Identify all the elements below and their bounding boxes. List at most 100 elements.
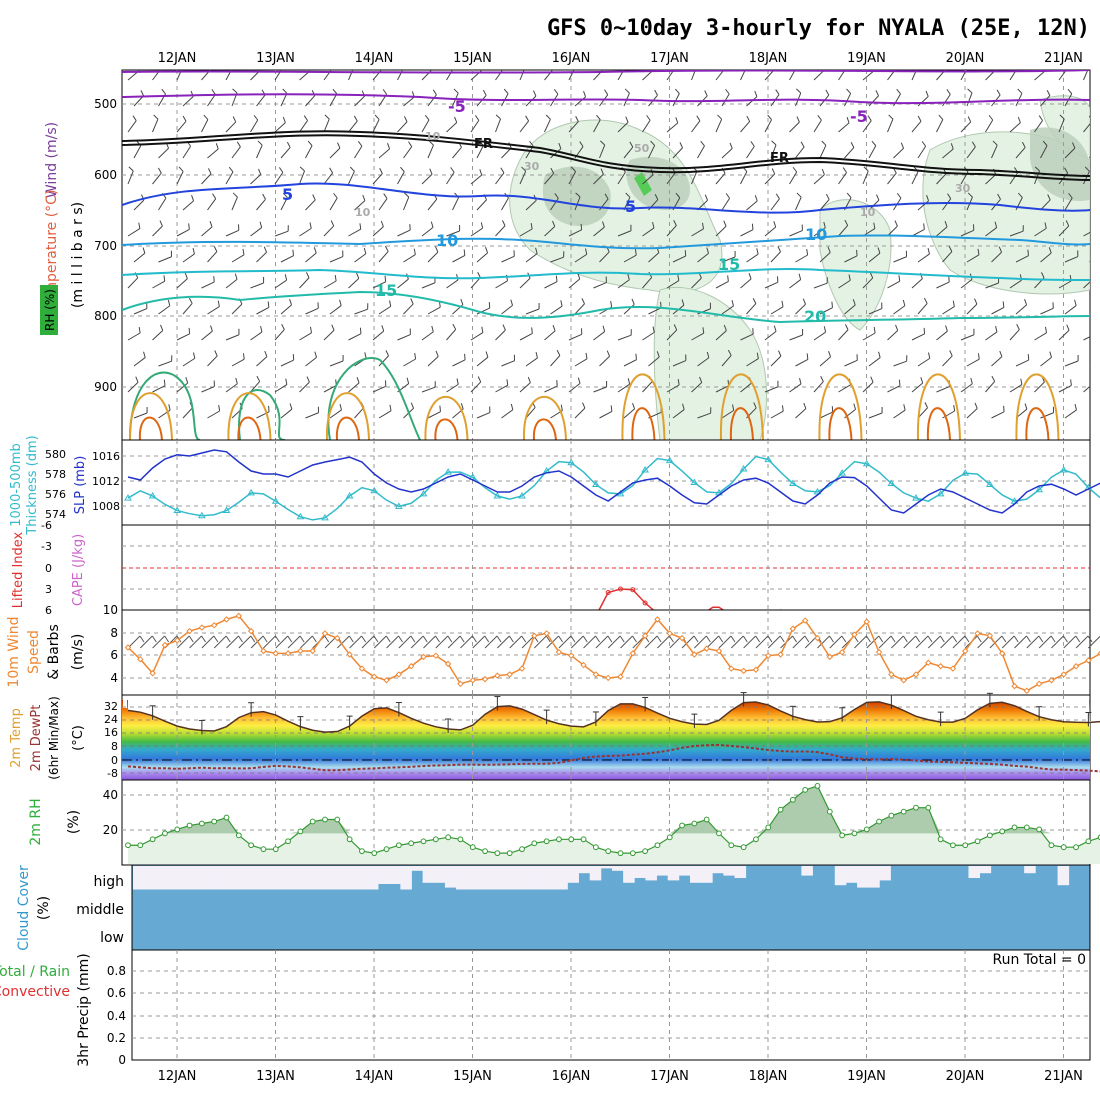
svg-text:8: 8 — [110, 626, 118, 640]
wind-barb — [280, 304, 292, 315]
warm-temperature-contours — [128, 373, 1060, 440]
temp2m-series — [127, 692, 1100, 735]
wind-barb — [403, 358, 416, 367]
wind-barb — [991, 145, 998, 159]
wind-barb — [354, 95, 365, 107]
thickness-point — [641, 466, 650, 473]
wind-barb — [1015, 304, 1027, 315]
wind-barb-flag — [334, 274, 337, 282]
wind-barb-flag — [235, 377, 238, 384]
wind-barb-flag — [232, 192, 238, 198]
wind-barb — [715, 280, 729, 289]
svg-text:Lifted Index: Lifted Index — [11, 531, 26, 608]
svg-text:20: 20 — [804, 307, 826, 326]
wind-barb-flag — [550, 167, 555, 174]
wind-barb-flag — [1085, 63, 1089, 67]
rh2m-vgrid — [176, 780, 1064, 865]
wind10m-speed-point — [863, 618, 870, 625]
wind-barb — [127, 277, 139, 289]
wind-barb — [323, 118, 330, 133]
lifted-index-point — [630, 587, 636, 593]
wind-barb — [1058, 225, 1070, 237]
wind-barb — [152, 280, 165, 289]
wind-barb-flag — [696, 115, 701, 122]
wind-barb — [715, 172, 726, 185]
wind-barb — [158, 147, 169, 159]
wind10m-barb — [1038, 635, 1052, 649]
cloud-axis-labels: Cloud Cover (%) — [16, 865, 52, 951]
wind-barb — [452, 359, 466, 367]
rh2m-point — [322, 816, 328, 823]
wind-barb — [544, 70, 554, 81]
wind-barb-flag — [706, 247, 710, 254]
wind10m-barb — [977, 635, 990, 649]
wind-barb — [795, 254, 808, 263]
wind-barb-flag — [439, 405, 441, 412]
wind-barb — [568, 278, 581, 289]
wind10m-speed-point — [346, 651, 353, 658]
wind-barb — [966, 146, 976, 159]
wind-barb — [397, 334, 411, 341]
wind-barb — [501, 147, 512, 159]
svg-text:700: 700 — [94, 239, 117, 253]
wind-barb-flag — [742, 63, 746, 67]
wind-barb — [1034, 70, 1046, 81]
wind-barb — [421, 119, 430, 133]
cloud-bar — [467, 866, 479, 890]
wind-barb — [152, 225, 163, 237]
wind-barb — [746, 253, 759, 263]
wind-barb-flag — [138, 222, 141, 229]
cloud-bar — [834, 866, 847, 886]
warm-contour — [926, 407, 951, 440]
svg-text:Thickness (dm): Thickness (dm) — [25, 435, 40, 535]
wind-barb-flag — [604, 89, 609, 95]
wind10m-barb-flag — [472, 635, 477, 643]
date-label: 16JAN — [552, 51, 591, 66]
svg-text:& Barbs: & Barbs — [46, 624, 62, 680]
wind-barb-flag — [646, 115, 651, 121]
wind-barb-flag — [577, 273, 581, 280]
wind10m-speed-point — [420, 653, 427, 661]
wind10m-barb — [484, 635, 498, 649]
svg-text:middle: middle — [76, 902, 124, 918]
wind-barb-flag — [303, 115, 308, 121]
rh2m-panel: 40 20 2m RH (%) — [28, 779, 1100, 866]
wind-barb — [691, 332, 704, 341]
wind-barb — [960, 121, 972, 133]
svg-text:500: 500 — [94, 97, 117, 111]
wind10m-barb — [878, 635, 892, 649]
wind10m-barb — [866, 635, 880, 649]
wind-barb-flag — [554, 193, 559, 199]
wind-barb — [985, 282, 999, 289]
wind-barb — [887, 385, 901, 393]
wind10m-barb — [349, 635, 362, 649]
wind-barb — [887, 118, 894, 133]
svg-text:578: 578 — [45, 468, 66, 481]
wind-barb-flag — [704, 194, 709, 201]
wind-barb — [495, 329, 506, 341]
wind10m-barb — [1001, 635, 1015, 649]
wind-barb — [427, 251, 439, 263]
rh2m-point — [974, 838, 981, 845]
wind-barb — [844, 255, 858, 263]
wind-barb — [697, 252, 709, 263]
wind-barb — [207, 410, 220, 419]
wind10m-speed-point — [494, 672, 501, 679]
slp-thickness-panel: 580 578 576 574 1016 1012 1008 1000-500m… — [9, 435, 1100, 536]
rh2m-point — [1060, 844, 1067, 851]
wind-barb — [133, 357, 146, 367]
wind-barb-flag — [1074, 299, 1077, 306]
rh2m-point — [272, 846, 279, 853]
cloud-bar — [433, 866, 446, 883]
cloud-bar — [979, 866, 992, 874]
thickness-point — [124, 494, 132, 501]
rh2m-point — [383, 846, 390, 853]
wind-barb — [133, 199, 145, 211]
wind-barb-flag — [753, 402, 757, 409]
wind-barb — [133, 145, 142, 159]
wind-barb — [813, 381, 824, 393]
wind-barb — [966, 254, 980, 263]
wind-barb — [207, 148, 219, 159]
wind-barb-flag — [898, 275, 901, 282]
wind-barb-flag — [211, 89, 216, 95]
